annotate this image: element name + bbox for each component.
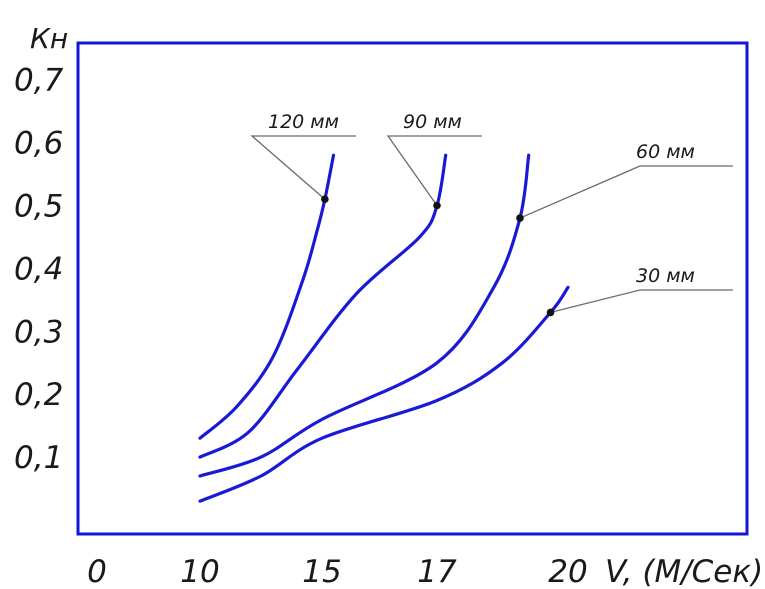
callout-leader: [519, 165, 733, 219]
series-label: 60 мм: [636, 141, 695, 163]
series-marker: [433, 201, 441, 210]
y-tick-label: 0,4: [14, 251, 63, 287]
x-tick-label: 10: [180, 554, 219, 589]
series-marker: [321, 195, 329, 204]
y-tick-labels: 0,1 0,2 0,3 0,4 0,5 0,6 0,7: [14, 63, 64, 476]
x-tick-label: 0: [87, 554, 107, 589]
callout-leader: [250, 135, 356, 200]
y-axis-label: Кн: [30, 22, 68, 55]
series-marker: [546, 308, 555, 317]
series-label: 90 мм: [403, 111, 462, 133]
x-tick-labels: 0 10 15 17 20: [87, 554, 588, 589]
y-tick-label: 0,3: [14, 314, 63, 350]
series-callouts: 120 мм 90 мм 60 мм 30 мм: [250, 111, 733, 317]
x-tick-label: 20: [548, 554, 587, 589]
y-tick-label: 0,6: [14, 126, 63, 162]
series-curve: [198, 153, 531, 478]
y-tick-label: 0,1: [14, 440, 63, 476]
x-tick-label: 15: [302, 554, 341, 589]
y-tick-label: 0,2: [14, 377, 63, 413]
x-axis-label: V, (М/Сек): [605, 554, 763, 589]
series-label: 120 мм: [268, 111, 339, 133]
series-marker: [516, 214, 524, 222]
callout-leader: [386, 135, 482, 206]
y-tick-label: 0,7: [14, 63, 64, 99]
callout-leader: [550, 289, 733, 314]
x-tick-label: 17: [417, 554, 457, 589]
series-label: 30 мм: [636, 265, 695, 287]
plot-frame: [76, 41, 749, 536]
y-tick-label: 0,5: [14, 189, 63, 225]
